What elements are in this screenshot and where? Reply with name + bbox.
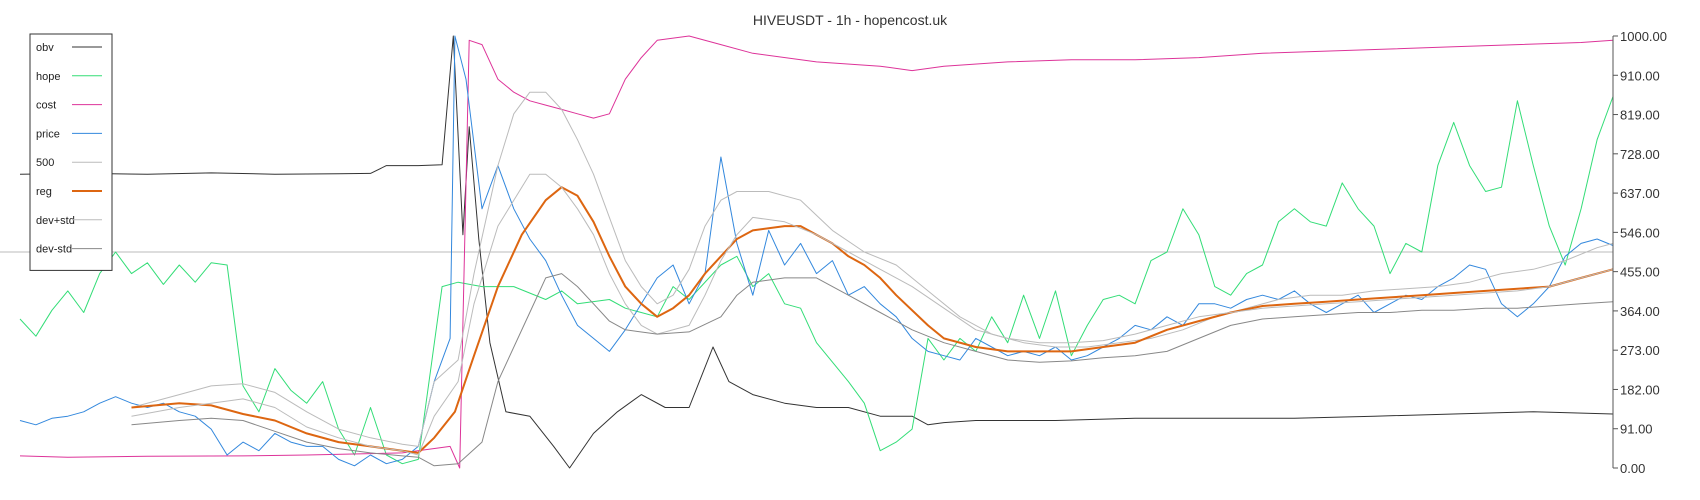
y-tick-label: 910.00	[1620, 68, 1660, 83]
legend-label-dev-std: dev-std	[36, 244, 72, 256]
legend-box	[29, 33, 113, 271]
y-tick-label: 1000.00	[1620, 29, 1667, 44]
series-line-500	[131, 91, 1614, 447]
series-line-dev-std	[131, 273, 1614, 467]
legend-label-price: price	[36, 128, 60, 140]
legend-label-obv: obv	[36, 42, 54, 54]
y-tick-label: 728.00	[1620, 147, 1660, 162]
series-line-dev-std	[131, 173, 1614, 456]
series-line-obv	[19, 35, 1614, 469]
y-tick-label: 819.00	[1620, 108, 1660, 123]
legend-label-dev-std: dev+std	[36, 215, 75, 227]
y-tick-label: 0.00	[1620, 461, 1645, 476]
legend: obv hope cost price 500 reg dev+std dev-std	[29, 33, 113, 271]
legend-label-cost: cost	[36, 100, 56, 112]
y-axis: 1000.00 910.00 819.00 728.00 637.00 546.00 455…	[1612, 29, 1667, 476]
y-tick-label: 637.00	[1620, 186, 1660, 201]
y-tick-label: 455.00	[1620, 265, 1660, 280]
y-tick-label: 91.00	[1620, 422, 1653, 437]
y-tick-label: 546.00	[1620, 225, 1660, 240]
series-line-price	[19, 35, 1614, 467]
chart-series-layer	[19, 35, 1614, 469]
y-tick-label: 273.00	[1620, 343, 1660, 358]
legend-label-500: 500	[36, 157, 54, 169]
y-tick-label: 182.00	[1620, 382, 1660, 397]
y-tick-label: 364.00	[1620, 304, 1660, 319]
legend-label-hope: hope	[36, 71, 60, 83]
series-line-hope	[19, 96, 1614, 465]
legend-label-reg: reg	[36, 186, 52, 198]
series-line-reg	[131, 186, 1614, 454]
series-line-cost	[19, 35, 1614, 469]
chart-title: HIVEUSDT - 1h - hopencost.uk	[753, 12, 948, 28]
